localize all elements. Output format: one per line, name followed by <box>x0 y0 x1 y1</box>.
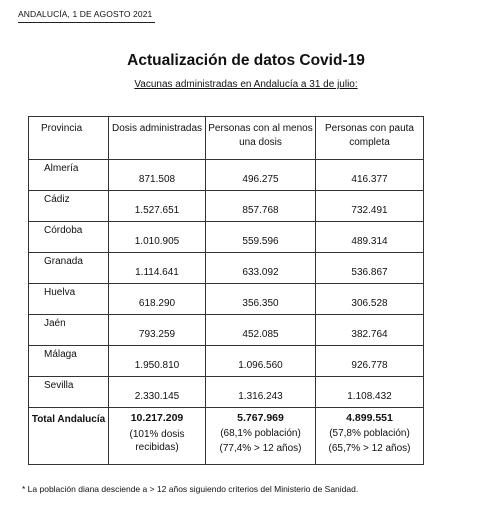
province-name: Granada <box>28 252 109 284</box>
total-dosis: 10.217.209 <box>130 412 184 424</box>
total-pauta-cell: 4.899.551 (57,8% población) (65,7% > 12 … <box>315 407 424 465</box>
pauta-value: 382.764 <box>315 314 424 346</box>
dosis-value: 1.010.905 <box>108 221 206 253</box>
pauta-value: 1.108.432 <box>315 376 424 408</box>
total-una-dosis-cell: 5.767.969 (68,1% población) (77,4% > 12 … <box>205 407 316 465</box>
province-name: Almería <box>28 159 109 191</box>
pauta-value: 536.867 <box>315 252 424 284</box>
table-row: Granada 1.114.641 633.092 536.867 <box>28 252 424 284</box>
province-name: Málaga <box>28 345 109 377</box>
dateline: ANDALUCÍA, 1 DE AGOSTO 2021 <box>18 9 153 19</box>
pauta-value: 732.491 <box>315 190 424 222</box>
header-pauta: Personas con pauta completa <box>315 116 424 160</box>
vaccination-table: Provincia Dosis administradas Personas c… <box>28 116 424 465</box>
province-name: Córdoba <box>28 221 109 253</box>
pauta-value: 489.314 <box>315 221 424 253</box>
document-title: Actualización de datos Covid-19 <box>127 52 365 69</box>
una-dosis-value: 356.350 <box>205 283 316 315</box>
total-row: Total Andalucía 10.217.209 (101% dosis r… <box>28 407 424 465</box>
total-pauta-pct: (57,8% población) <box>329 427 410 439</box>
una-dosis-value: 452.085 <box>205 314 316 346</box>
province-name: Huelva <box>28 283 109 315</box>
total-dosis-cell: 10.217.209 (101% dosis recibidas) <box>108 407 206 465</box>
table-row: Córdoba 1.010.905 559.596 489.314 <box>28 221 424 253</box>
total-pauta-note: (65,7% > 12 años) <box>328 443 411 455</box>
dosis-value: 793.259 <box>108 314 206 346</box>
total-una-dosis-pct: (68,1% población) <box>220 427 301 439</box>
province-name: Jaén <box>28 314 109 346</box>
total-pauta: 4.899.551 <box>346 412 393 424</box>
province-name: Sevilla <box>28 376 109 408</box>
table-body: Almería 871.508 496.275 416.377 Cádiz 1.527.6… <box>28 159 424 465</box>
header-row: Provincia Dosis administradas Personas c… <box>28 116 424 160</box>
table-row: Cádiz 1.527.651 857.768 732.491 <box>28 190 424 222</box>
dosis-value: 618.290 <box>108 283 206 315</box>
total-dosis-note: (101% dosis recibidas) <box>129 428 185 454</box>
una-dosis-value: 633.092 <box>205 252 316 284</box>
total-label: Total Andalucía <box>28 407 109 465</box>
footnote: * La población diana desciende a > 12 añ… <box>22 484 359 494</box>
dosis-value: 1.114.641 <box>108 252 206 284</box>
header-una-dosis: Personas con al menos una dosis <box>205 116 316 160</box>
header-dosis: Dosis administradas <box>108 116 206 160</box>
dateline-rule <box>18 22 155 23</box>
una-dosis-value: 559.596 <box>205 221 316 253</box>
una-dosis-value: 857.768 <box>205 190 316 222</box>
pauta-value: 926.778 <box>315 345 424 377</box>
pauta-value: 306.528 <box>315 283 424 315</box>
dosis-value: 1.950.810 <box>108 345 206 377</box>
table-row: Sevilla 2.330.145 1.316.243 1.108.432 <box>28 376 424 408</box>
dosis-value: 1.527.651 <box>108 190 206 222</box>
table-row: Jaén 793.259 452.085 382.764 <box>28 314 424 346</box>
una-dosis-value: 1.096.560 <box>205 345 316 377</box>
dosis-value: 2.330.145 <box>108 376 206 408</box>
table-row: Huelva 618.290 356.350 306.528 <box>28 283 424 315</box>
una-dosis-value: 496.275 <box>205 159 316 191</box>
table-row: Almería 871.508 496.275 416.377 <box>28 159 424 191</box>
table-row: Málaga 1.950.810 1.096.560 926.778 <box>28 345 424 377</box>
document-subtitle: Vacunas administradas en Andalucía a 31 … <box>134 79 358 90</box>
province-name: Cádiz <box>28 190 109 222</box>
header-provincia: Provincia <box>28 116 109 160</box>
dosis-value: 871.508 <box>108 159 206 191</box>
pauta-value: 416.377 <box>315 159 424 191</box>
total-una-dosis-note: (77,4% > 12 años) <box>219 443 302 455</box>
total-una-dosis: 5.767.969 <box>237 412 284 424</box>
una-dosis-value: 1.316.243 <box>205 376 316 408</box>
